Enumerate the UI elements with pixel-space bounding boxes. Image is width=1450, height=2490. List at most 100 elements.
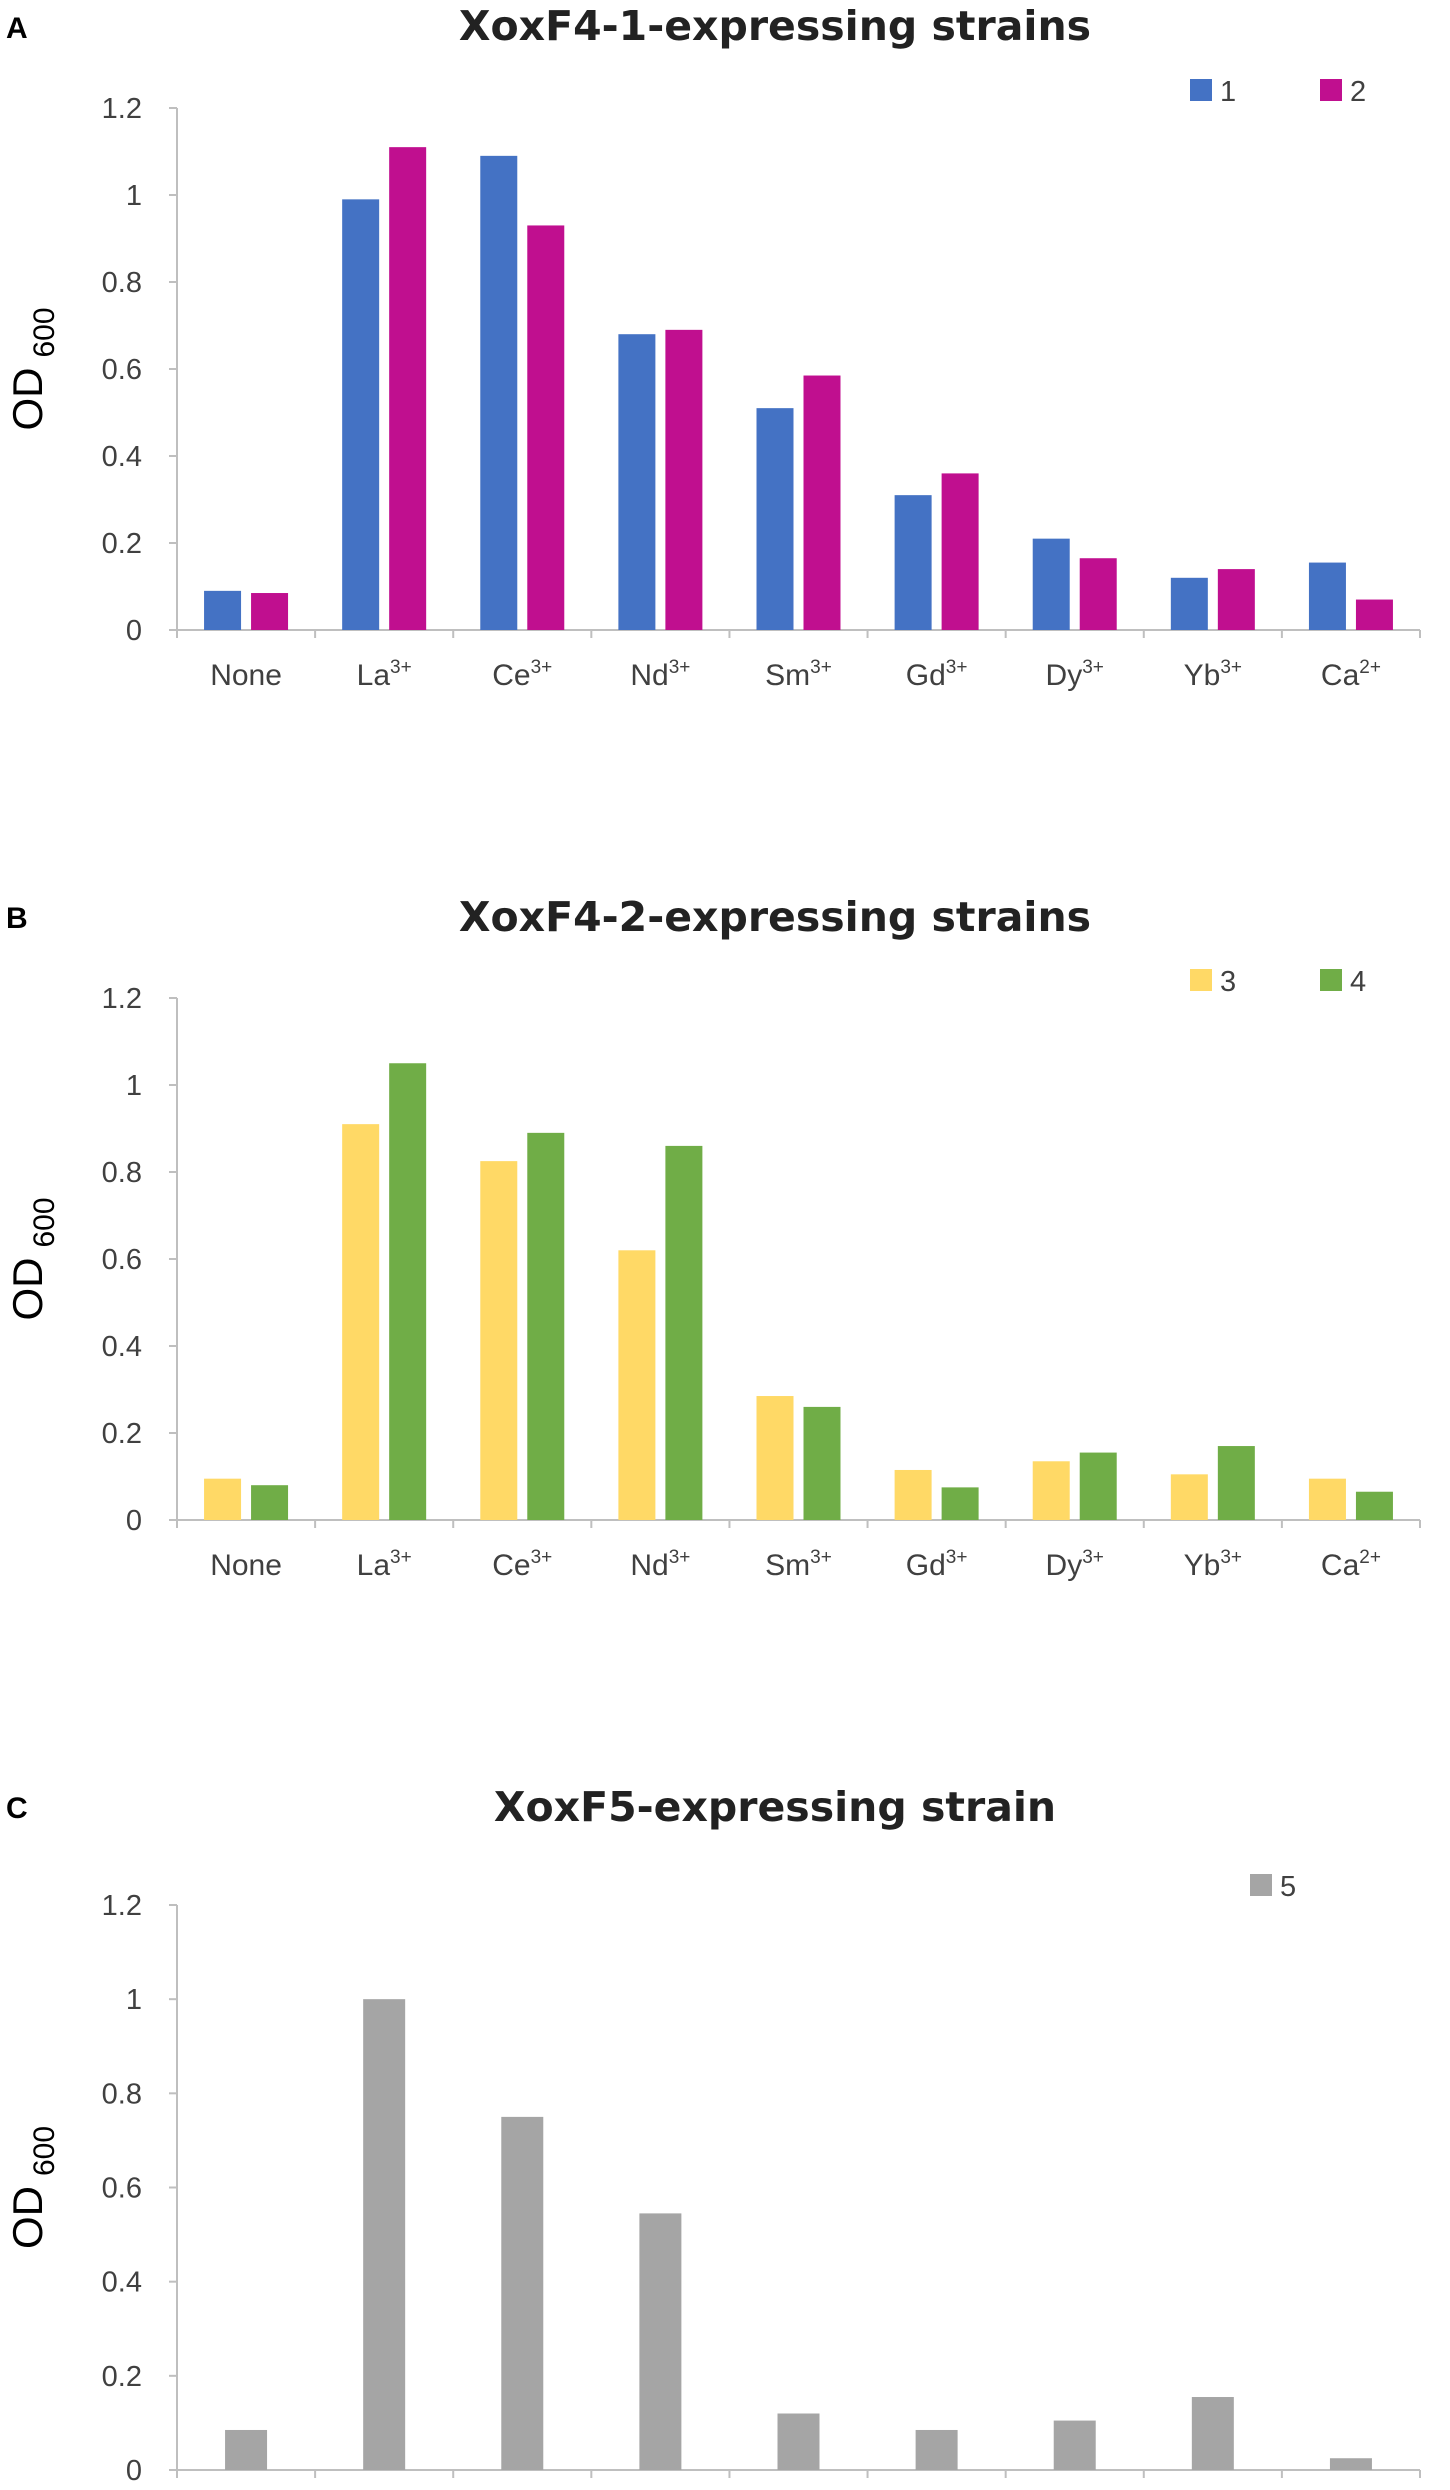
x-tick-label-base: Ce <box>492 659 530 692</box>
bar-series-5-nd <box>639 2213 682 2470</box>
x-tick-label: Ce3+ <box>492 657 552 692</box>
bar-series-1-gd <box>894 495 932 630</box>
panel-letter: A <box>6 12 28 45</box>
x-tick-label: Nd3+ <box>630 657 690 692</box>
x-tick-label-superscript: 3+ <box>531 1547 553 1568</box>
bar-series-3-ca <box>1308 1478 1346 1520</box>
legend-swatch-3 <box>1190 969 1212 991</box>
bar-series-2-sm <box>803 375 841 630</box>
x-tick-label-base: Gd <box>906 659 946 692</box>
bar-series-1-none <box>204 590 242 630</box>
x-tick-label-superscript: 3+ <box>1220 1547 1242 1568</box>
bar-series-1-ca <box>1308 562 1346 630</box>
bar-series-2-gd <box>941 473 979 630</box>
bar-series-1-la <box>342 199 380 630</box>
y-tick-label: 0 <box>126 2455 142 2487</box>
bar-series-2-dy <box>1079 558 1117 630</box>
bar-series-3-ce <box>480 1161 518 1520</box>
x-tick-label: Dy3+ <box>1046 1547 1104 1582</box>
panel-letter: B <box>6 902 28 935</box>
x-tick-label: None <box>210 659 282 692</box>
legend-label-2: 2 <box>1350 76 1366 108</box>
chart-panel-c: C XoxF5-expressing strain OD 600 0 0.2 0.4 0.6 0… <box>4 1783 1421 2487</box>
bar-series-2-ce <box>527 225 565 630</box>
bar-series-1-sm <box>756 408 794 630</box>
y-tick-label: 0.4 <box>102 2267 142 2299</box>
bar-series-2-la <box>389 147 427 630</box>
y-axis-label: OD 600 <box>4 2126 61 2249</box>
y-tick-label: 1.2 <box>102 983 142 1015</box>
bar-series-5-ca <box>1329 2458 1372 2470</box>
legend-label-4: 4 <box>1350 966 1366 998</box>
x-tick-label: Sm3+ <box>765 657 832 692</box>
bar-series-4-la <box>389 1063 427 1520</box>
x-tick-label: La3+ <box>357 657 412 692</box>
x-tick-label-superscript: 3+ <box>669 657 691 678</box>
x-tick-label: Gd3+ <box>906 657 968 692</box>
bar-series-5-yb <box>1191 2397 1234 2470</box>
chart-panel-b: B XoxF4-2-expressing strains OD 600 0 0.2 0.4 0… <box>4 893 1421 1582</box>
x-tick-label: Ce3+ <box>492 1547 552 1582</box>
x-tick-label-base: Dy <box>1046 1549 1083 1582</box>
legend-swatch-2 <box>1320 79 1342 101</box>
bar-series-5-dy <box>1053 2420 1096 2470</box>
legend-label-1: 1 <box>1220 76 1236 108</box>
bar-series-3-sm <box>756 1396 794 1520</box>
y-axis-label-main: OD <box>4 1258 51 1321</box>
bar-series-1-nd <box>618 334 656 630</box>
chart-title: XoxF4-1-expressing strains <box>459 2 1091 50</box>
x-tick-label: Ca2+ <box>1321 657 1381 692</box>
x-tick-label: Yb3+ <box>1184 657 1242 692</box>
bar-series-4-ce <box>527 1132 565 1520</box>
x-tick-label: None <box>210 1549 282 1582</box>
x-tick-label-base: Nd <box>630 1549 668 1582</box>
bar-series-1-dy <box>1032 538 1070 630</box>
x-tick-label-superscript: 2+ <box>1359 1547 1381 1568</box>
bar-series-5-sm <box>777 2413 820 2470</box>
x-tick-label: Sm3+ <box>765 1547 832 1582</box>
y-tick-label: 1.2 <box>102 1890 142 1922</box>
y-tick-label: 0.4 <box>102 1331 142 1363</box>
bar-series-4-sm <box>803 1406 841 1520</box>
bar-series-2-nd <box>665 329 703 630</box>
x-tick-label-base: Sm <box>765 1549 810 1582</box>
bar-series-3-dy <box>1032 1461 1070 1520</box>
x-tick-label-base: Ce <box>492 1549 530 1582</box>
y-tick-label: 1.2 <box>102 93 142 125</box>
x-tick-label-superscript: 3+ <box>531 657 553 678</box>
x-tick-label-base: Yb <box>1184 659 1221 692</box>
x-tick-label-base: None <box>210 659 282 692</box>
bar-series-5-gd <box>915 2429 958 2470</box>
y-axis-label-subscript: 600 <box>28 307 61 357</box>
bar-series-3-gd <box>894 1469 932 1520</box>
y-tick-label: 0.6 <box>102 1244 142 1276</box>
x-tick-label: Ca2+ <box>1321 1547 1381 1582</box>
x-tick-label: La3+ <box>357 1547 412 1582</box>
bar-series-4-none <box>251 1485 289 1520</box>
legend-swatch-5 <box>1250 1874 1272 1896</box>
legend-swatch-4 <box>1320 969 1342 991</box>
bar-series-3-yb <box>1170 1474 1208 1520</box>
y-axis-label-subscript: 600 <box>28 2126 61 2176</box>
x-tick-label-base: Yb <box>1184 1549 1221 1582</box>
x-tick-label-base: La <box>357 1549 391 1582</box>
bar-series-1-ce <box>480 155 518 630</box>
bar-series-5-la <box>363 1999 406 2470</box>
y-tick-label: 1 <box>126 180 142 212</box>
y-tick-label: 0.2 <box>102 528 142 560</box>
chart-panel-a: A XoxF4-1-expressing strains OD 600 0 0.2 0.4 0… <box>4 2 1421 692</box>
x-tick-label-base: Dy <box>1046 659 1083 692</box>
x-tick-label-superscript: 3+ <box>946 1547 968 1568</box>
y-axis-label-main: OD <box>4 368 51 431</box>
chart-title: XoxF4-2-expressing strains <box>459 893 1091 941</box>
bar-series-2-ca <box>1355 599 1393 630</box>
y-tick-label: 0.4 <box>102 441 142 473</box>
bar-series-3-nd <box>618 1250 656 1520</box>
x-tick-label-superscript: 3+ <box>810 657 832 678</box>
legend-swatch-1 <box>1190 79 1212 101</box>
x-tick-label: Dy3+ <box>1046 657 1104 692</box>
x-tick-label-superscript: 3+ <box>390 1547 412 1568</box>
x-tick-label-superscript: 3+ <box>946 657 968 678</box>
y-axis-label-main: OD <box>4 2186 51 2249</box>
bar-series-4-gd <box>941 1487 979 1520</box>
